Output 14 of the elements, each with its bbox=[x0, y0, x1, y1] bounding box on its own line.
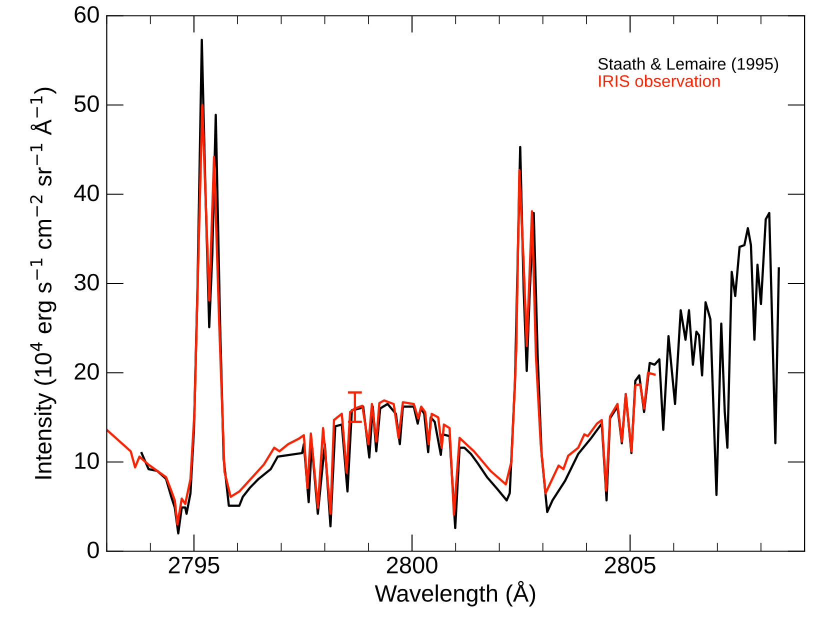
x-tick-label: 2805 bbox=[605, 556, 656, 574]
text: Staath & Lemaire (1995) bbox=[598, 58, 778, 74]
x-tick-label: 2800 bbox=[386, 556, 438, 574]
y-tick-label: 10 bbox=[75, 452, 99, 470]
x-tick-label: 2795 bbox=[168, 556, 220, 574]
y-tick-label: 30 bbox=[74, 274, 99, 291]
x-axis-title: Wavelength (Å) bbox=[374, 580, 536, 606]
y-tick-label: 40 bbox=[74, 184, 99, 202]
text: Intensity (10$^{4}$ erg s$^{−1}$ cm$^{−2}$ sr$^{−1}$ Å$^{−1}$) bbox=[30, 88, 56, 479]
y-tick-label: 20 bbox=[74, 363, 99, 380]
y-tick-label: 60 bbox=[74, 6, 99, 23]
y-tick-label: 0 bbox=[88, 542, 99, 558]
text: IRIS observation bbox=[599, 74, 720, 87]
y-tick-label: 50 bbox=[74, 95, 99, 112]
